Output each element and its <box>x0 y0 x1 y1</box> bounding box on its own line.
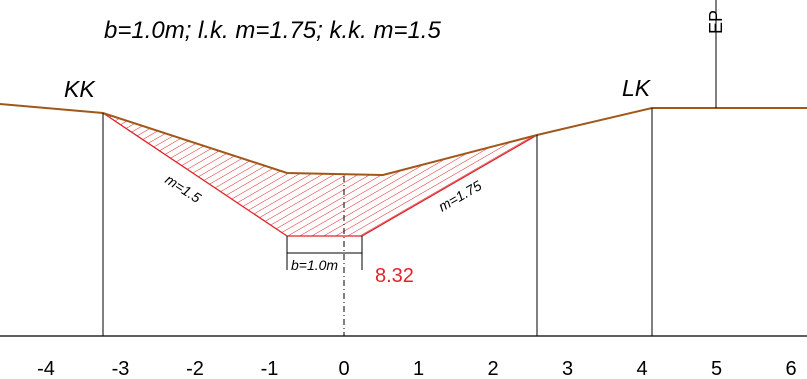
bottom-width-label: b=1.0m <box>291 257 338 273</box>
ground-line <box>0 103 807 177</box>
axis-tick-label: 4 <box>636 358 647 379</box>
datum-label: EP <box>706 10 726 34</box>
axis-tick-label: 0 <box>338 358 349 379</box>
area-value: 8.32 <box>375 265 414 287</box>
axis-tick-label: 2 <box>487 358 498 379</box>
right-edge-label: LK <box>622 75 652 101</box>
left-edge-label: KK <box>64 76 96 102</box>
axis-tick-label: -1 <box>261 358 279 379</box>
axis-tick-label: -3 <box>112 358 130 379</box>
axis-tick-label: 3 <box>562 358 573 379</box>
axis-tick-labels: -4 -3 -2 -1 0 1 2 3 4 5 6 <box>37 358 796 379</box>
axis-tick-label: -2 <box>186 358 204 379</box>
axis-tick-label: 5 <box>711 358 722 379</box>
axis-tick-label: 6 <box>785 358 796 379</box>
axis-tick-label: -4 <box>37 358 55 379</box>
axis-tick-label: 1 <box>413 358 424 379</box>
formula-title: b=1.0m; l.k. m=1.75; k.k. m=1.5 <box>104 17 441 44</box>
